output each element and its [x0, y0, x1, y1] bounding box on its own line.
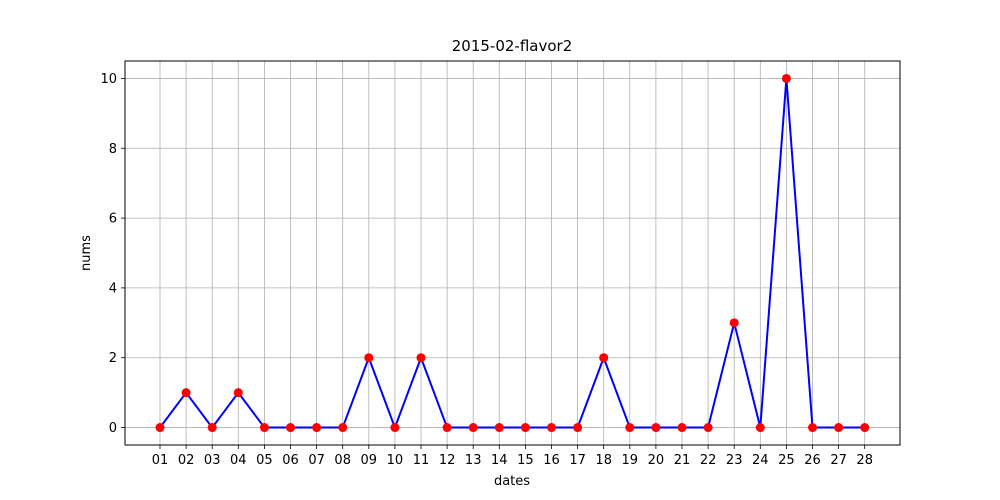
x-tick-label: 03 [204, 453, 221, 468]
y-axis-label: nums [79, 235, 94, 271]
x-tick-label: 21 [674, 453, 691, 468]
data-point [364, 353, 374, 363]
y-tick-label: 10 [100, 72, 117, 87]
x-tick-label: 08 [334, 453, 351, 468]
data-point [181, 388, 191, 398]
data-point [625, 423, 635, 433]
y-tick-label: 6 [109, 212, 117, 227]
series-line [159, 78, 865, 431]
data-point [860, 423, 870, 433]
data-point [703, 423, 713, 433]
data-point [338, 423, 348, 433]
x-tick-label: 24 [752, 453, 769, 468]
x-tick-label: 15 [517, 453, 534, 468]
y-axis-ticks: 0 2 4 6 8 10 [100, 72, 125, 436]
x-tick-label: 14 [491, 453, 508, 468]
x-tick-label: 09 [361, 453, 378, 468]
x-tick-label: 28 [856, 453, 873, 468]
y-tick-label: 0 [109, 421, 117, 436]
x-axis-ticks: 01 02 03 04 05 06 07 08 09 10 11 12 13 14 15 16 17 18 19 20… [152, 445, 873, 468]
data-point [207, 423, 217, 433]
series [155, 73, 870, 433]
chart-title: 2015-02-flavor2 [452, 37, 573, 55]
data-point [547, 423, 556, 433]
y-tick-label: 2 [109, 351, 117, 366]
x-tick-label: 13 [465, 453, 482, 468]
x-tick-label: 18 [595, 453, 612, 468]
x-tick-label: 26 [804, 453, 821, 468]
plot-frame [124, 60, 901, 446]
data-point [442, 423, 452, 433]
data-point [651, 423, 661, 433]
x-tick-label: 05 [256, 453, 273, 468]
y-tick-label: 4 [109, 281, 117, 296]
x-tick-label: 22 [700, 453, 717, 468]
data-point [259, 423, 269, 433]
x-tick-label: 23 [726, 453, 743, 468]
grid [125, 61, 900, 445]
x-tick-label: 20 [648, 453, 665, 468]
data-point [233, 388, 243, 398]
x-tick-label: 19 [622, 453, 639, 468]
data-point [781, 73, 791, 83]
x-tick-label: 17 [569, 453, 586, 468]
data-point [520, 423, 530, 433]
data-point [416, 353, 426, 363]
data-point [599, 353, 609, 363]
x-tick-label: 10 [387, 453, 404, 468]
y-tick-label: 8 [109, 142, 117, 157]
x-tick-label: 11 [413, 453, 430, 468]
data-point [390, 423, 400, 433]
data-point [755, 423, 765, 433]
x-tick-label: 25 [778, 453, 795, 468]
x-tick-label: 01 [152, 453, 169, 468]
data-point [155, 423, 165, 433]
data-point [312, 423, 322, 433]
x-tick-label: 06 [282, 453, 299, 468]
data-point [573, 423, 583, 433]
x-tick-label: 07 [308, 453, 325, 468]
data-point [729, 318, 739, 328]
data-point [834, 423, 844, 433]
data-point [468, 423, 478, 433]
x-axis-label: dates [494, 474, 530, 489]
data-point [494, 423, 504, 433]
data-point [677, 423, 687, 433]
x-tick-label: 04 [230, 453, 247, 468]
data-point [286, 423, 295, 433]
data-point [808, 423, 817, 433]
x-tick-label: 27 [830, 453, 847, 468]
x-tick-label: 02 [178, 453, 195, 468]
x-tick-label: 16 [543, 453, 560, 468]
x-tick-label: 12 [439, 453, 456, 468]
